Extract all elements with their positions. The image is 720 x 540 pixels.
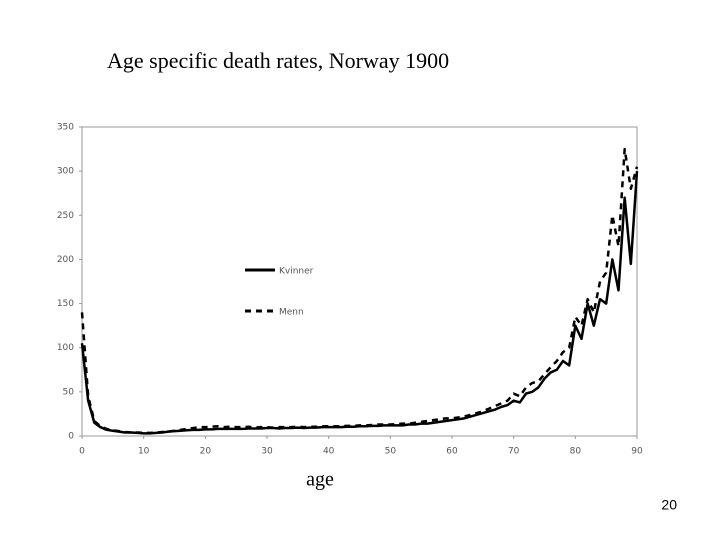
y-tick-label: 50	[63, 387, 75, 397]
y-tick-label: 100	[57, 343, 74, 353]
y-tick-label: 150	[57, 299, 74, 309]
chart-title: Age specific death rates, Norway 1900	[107, 48, 449, 73]
series-line	[80, 147, 639, 435]
x-tick-label: 70	[508, 447, 520, 457]
y-tick-label: 300	[57, 167, 74, 177]
x-tick-label: 90	[631, 447, 643, 457]
series-line	[80, 171, 639, 435]
x-tick-label: 10	[138, 447, 150, 457]
x-tick-label: 80	[570, 447, 582, 457]
page-number: 20	[661, 497, 677, 513]
y-tick-label: 350	[57, 123, 74, 133]
x-tick-label: 20	[200, 447, 212, 457]
x-tick-label: 50	[385, 447, 397, 457]
y-tick-label: 250	[57, 211, 74, 221]
legend-label: Kvinner	[279, 267, 314, 277]
x-tick-label: 40	[323, 447, 335, 457]
x-tick-label: 60	[446, 447, 458, 457]
plot-frame	[81, 126, 638, 437]
y-tick-label: 200	[57, 255, 74, 265]
x-tick-label: 30	[261, 447, 273, 457]
x-axis-label: age	[306, 469, 334, 491]
y-tick-label: 0	[68, 432, 74, 442]
x-tick-label: 0	[79, 447, 85, 457]
legend-label: Menn	[279, 308, 304, 318]
